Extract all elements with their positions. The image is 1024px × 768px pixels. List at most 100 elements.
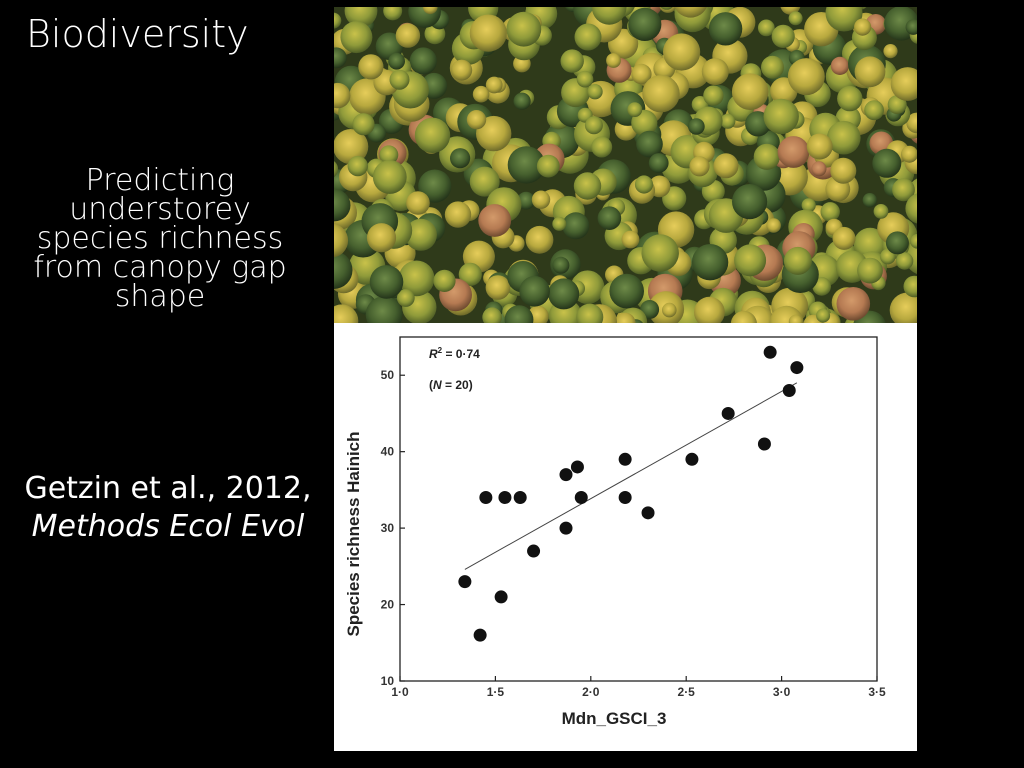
tree-crown xyxy=(372,160,407,194)
data-point xyxy=(574,491,588,505)
tree-crown xyxy=(552,216,567,231)
data-point xyxy=(559,468,573,482)
tree-crown xyxy=(576,70,594,88)
tree-crown xyxy=(853,227,887,261)
tree-crown xyxy=(418,169,452,203)
tree-crown xyxy=(472,85,490,103)
tree-crown xyxy=(517,191,535,210)
slide-subtitle: Predicting understorey species richness … xyxy=(33,163,287,314)
tree-crown xyxy=(674,7,707,18)
tree-crown xyxy=(334,161,339,178)
tree-crown xyxy=(708,12,743,46)
tree-crown xyxy=(662,302,677,318)
y-tick-label: 20 xyxy=(381,598,395,612)
tree-crown xyxy=(340,21,373,54)
tree-crown xyxy=(883,44,898,59)
tree-crown xyxy=(885,231,909,255)
tree-crown xyxy=(910,234,917,249)
tree-crown xyxy=(634,175,654,194)
tree-crown xyxy=(627,102,643,117)
tree-crown xyxy=(389,69,410,90)
tree-crown xyxy=(732,184,768,220)
tree-crown xyxy=(660,7,673,10)
chart-n-open: ( xyxy=(429,378,433,392)
y-tick-label: 50 xyxy=(381,368,395,382)
tree-crown xyxy=(334,223,349,258)
chart-n-var: N xyxy=(433,378,442,392)
tree-crown xyxy=(606,53,621,68)
tree-crown xyxy=(621,230,640,249)
data-point xyxy=(618,491,632,505)
tree-crown xyxy=(641,234,679,272)
tree-crown xyxy=(409,47,437,75)
y-tick-label: 10 xyxy=(381,674,395,688)
tree-crown xyxy=(485,275,511,300)
chart-r2-annotation: R2 = 0·74 xyxy=(429,346,480,361)
chart-y-axis-label: Species richness Hainich xyxy=(344,431,363,636)
chart-points xyxy=(458,345,804,642)
tree-crown xyxy=(854,18,872,36)
chart-r2-exp: 2 xyxy=(438,346,443,355)
tree-crown xyxy=(388,52,405,70)
tree-crown xyxy=(506,11,542,47)
chart-fit-line-group xyxy=(464,382,798,570)
tree-crown xyxy=(761,55,784,79)
tree-crown xyxy=(766,218,781,233)
tree-crown xyxy=(352,113,375,136)
tree-crown xyxy=(811,161,827,177)
x-tick-label: 3·5 xyxy=(868,685,886,699)
data-point xyxy=(479,491,493,505)
y-tick-label: 40 xyxy=(381,445,395,459)
tree-crown xyxy=(576,303,604,323)
tree-crown xyxy=(720,113,736,129)
tree-crown xyxy=(414,117,451,153)
x-tick-label: 1·5 xyxy=(487,685,505,699)
tree-crown xyxy=(525,225,554,254)
tree-crown xyxy=(548,278,580,310)
data-point xyxy=(790,361,804,375)
tree-crown xyxy=(827,120,861,155)
tree-crown xyxy=(895,252,914,270)
data-point xyxy=(570,460,584,474)
tree-crown xyxy=(801,198,816,213)
x-tick-label: 3·0 xyxy=(773,685,791,699)
tree-crown xyxy=(519,276,550,307)
tree-crown xyxy=(788,11,803,26)
tree-crown xyxy=(903,275,917,298)
tree-crown xyxy=(614,312,636,323)
tree-crown xyxy=(830,56,849,75)
tree-crown xyxy=(466,110,487,130)
tree-crown xyxy=(734,244,767,277)
tree-crown xyxy=(648,153,669,173)
tree-crown xyxy=(787,58,825,96)
data-point xyxy=(458,575,472,589)
tree-crown xyxy=(560,49,584,73)
tree-crown xyxy=(591,136,613,158)
tree-crown xyxy=(562,212,590,240)
chart-plot-frame xyxy=(399,336,878,682)
tree-crown xyxy=(574,23,602,51)
tree-crown xyxy=(358,54,384,80)
chart-panel: 1·0 1·5 2·0 2·5 3·0 3·5 10 20 30 40 50 Mdn_GSCI_3 … xyxy=(334,323,917,751)
tree-crown xyxy=(771,24,795,48)
tree-crown xyxy=(513,92,531,110)
tree-crown xyxy=(631,63,652,85)
tree-crown xyxy=(536,154,560,178)
tree-crown xyxy=(857,257,883,284)
tree-crown xyxy=(404,218,437,251)
citation: Getzin et al., 2012, Methods Ecol Evol xyxy=(8,470,328,546)
chart-x-axis-label: Mdn_GSCI_3 xyxy=(562,709,667,728)
tree-crown xyxy=(694,296,725,323)
tree-crown xyxy=(334,47,347,69)
tree-crown xyxy=(469,166,500,197)
chart-ticks: 1·0 1·5 2·0 2·5 3·0 3·5 10 20 30 40 50 xyxy=(381,368,886,699)
tree-crown xyxy=(504,305,534,323)
data-point xyxy=(559,521,573,535)
tree-crown xyxy=(783,246,812,275)
tree-crown xyxy=(757,19,775,37)
slide-title: Biodiversity xyxy=(26,12,249,56)
tree-crown xyxy=(905,193,917,224)
tree-crown xyxy=(433,269,456,292)
tree-crown xyxy=(636,130,663,158)
